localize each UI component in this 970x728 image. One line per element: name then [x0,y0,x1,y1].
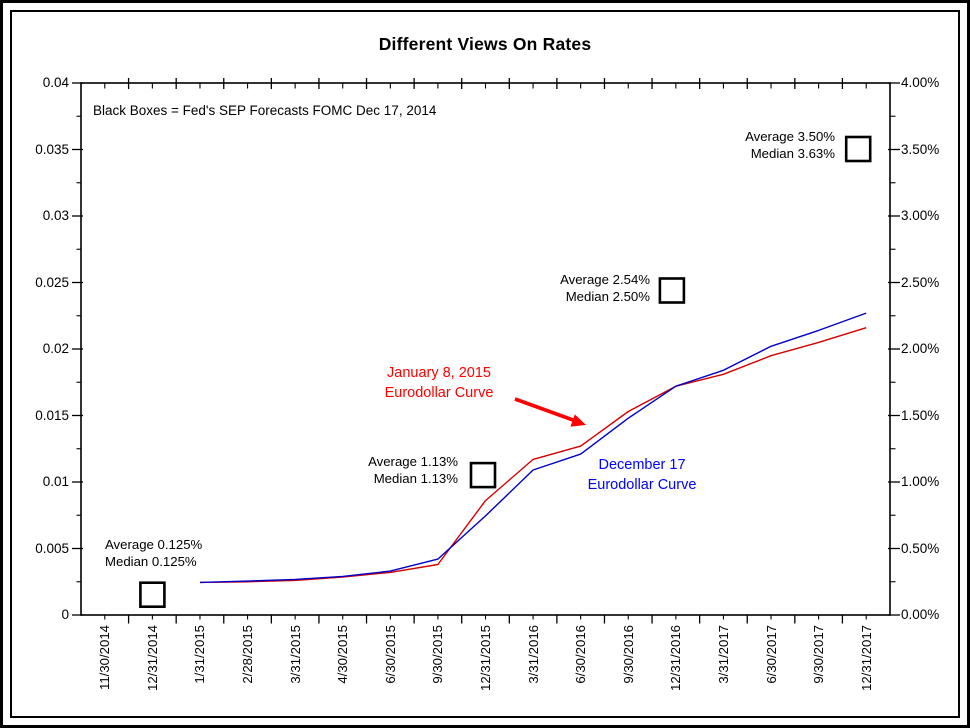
sep-forecast-label-2016: Average 2.54% Median 2.50% [500,271,650,305]
x-tick-label: 6/30/2017 [763,625,779,684]
y-tick-label-left: 0.02 [42,341,69,356]
y-tick-label-left: 0.03 [42,208,69,223]
sep-average-2015: Average 1.13% [368,454,458,469]
x-tick-label: 12/31/2016 [668,625,684,692]
sep-forecast-label-2015: Average 1.13% Median 1.13% [308,453,458,487]
y-tick-label-left: 0.005 [35,540,69,556]
x-tick-label: 2/28/2015 [240,625,256,684]
x-tick-label: 3/31/2017 [715,625,731,684]
december-17-curve [199,312,867,584]
y-tick-label-right: 0.50% [901,540,940,556]
sep-median-2015: Median 1.13% [373,471,458,486]
plot-area [72,78,900,624]
x-tick-label: 9/30/2017 [811,625,827,684]
sep-forecast-box [469,461,497,489]
sep-forecast-label-2017: Average 3.50% Median 3.63% [685,128,835,162]
x-tick-label: 9/30/2015 [430,625,446,684]
x-tick-label: 6/30/2015 [382,625,398,684]
x-tick-label: 3/31/2015 [287,625,303,684]
january-8-curve-label-line2: Eurodollar Curve [384,385,494,401]
sep-forecast-box [658,277,686,304]
sep-forecast-box [139,581,166,609]
plot-frame [80,82,891,616]
y-tick-label-right: 0.00% [901,607,940,622]
y-tick-label-right: 3.00% [901,208,940,223]
y-tick-label-left: 0.04 [42,75,69,90]
january-8-2015-curve [199,327,867,584]
x-tick-label: 12/31/2015 [478,625,493,692]
y-tick-label-right: 3.50% [901,141,940,157]
sep-median-2017: Median 3.63% [750,146,835,161]
january-8-curve-label: January 8, 2015 Eurodollar Curve [334,363,544,403]
sep-average-2016: Average 2.54% [560,272,650,287]
x-tick-label: 1/31/2015 [192,625,208,684]
sep-median-2014: Median 0.125% [105,554,197,569]
x-tick-label: 6/30/2016 [573,625,589,684]
chart-title: Different Views On Rates [378,34,592,54]
sep-average-2017: Average 3.50% [745,129,835,144]
sep-average-2014: Average 0.125% [105,537,203,552]
annotation-arrow-head [570,414,586,427]
y-tick-label-right: 1.00% [901,474,940,489]
y-tick-label-left: 0.01 [42,474,69,489]
sep-forecast-box [844,135,872,163]
x-tick-label: 12/31/2017 [858,625,874,692]
y-tick-label-left: 0.035 [35,141,69,157]
x-tick-label: 12/31/2014 [144,625,160,692]
y-tick-label-right: 2.50% [901,274,940,290]
x-tick-label: 11/30/2014 [97,625,113,691]
sep-forecast-label-2014: Average 0.125% Median 0.125% [105,536,202,570]
y-tick-label-left: 0 [61,607,69,622]
december-17-curve-label-line2: Eurodollar Curve [587,477,697,493]
y-tick-label-right: 1.50% [901,407,940,423]
sep-median-2016: Median 2.50% [565,289,650,304]
december-17-curve-label: December 17 Eurodollar Curve [537,455,747,495]
y-tick-label-left: 0.015 [35,407,69,423]
forecast-boxes-note: Black Boxes = Fed's SEP Forecasts FOMC D… [93,103,437,118]
y-tick-label-left: 0.025 [35,274,69,290]
january-8-curve-label-line1: January 8, 2015 [387,365,491,381]
annotation-arrow-shaft [514,397,574,422]
y-tick-label-right: 4.00% [901,75,940,90]
december-17-curve-label-line1: December 17 [598,457,686,473]
x-tick-label: 4/30/2015 [335,625,351,684]
x-tick-label: 3/31/2016 [525,625,541,684]
x-tick-label: 9/30/2016 [620,625,636,684]
y-tick-label-right: 2.00% [901,341,940,356]
